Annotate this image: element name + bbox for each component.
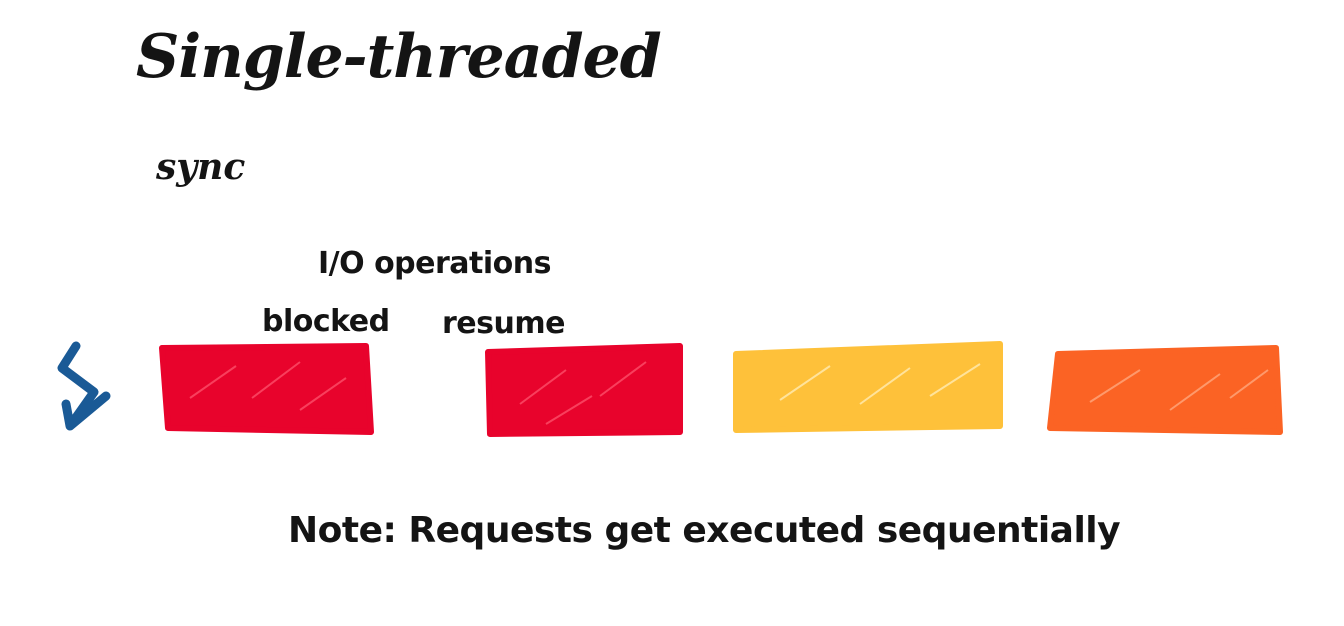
note-text: Note: Requests get executed sequentially (288, 510, 1121, 551)
io-operations-label: I/O operations (318, 246, 552, 281)
blocked-label: blocked (262, 304, 390, 339)
diagram-title: Single-threaded (136, 22, 662, 92)
resume-label: resume (442, 306, 565, 341)
diagram-subtitle: sync (156, 146, 246, 188)
lightning-bolt-icon (57, 341, 111, 431)
request-block-1 (159, 343, 374, 435)
request-block-2 (485, 343, 683, 437)
request-block-4 (1047, 345, 1283, 435)
request-block-3 (733, 341, 1003, 433)
